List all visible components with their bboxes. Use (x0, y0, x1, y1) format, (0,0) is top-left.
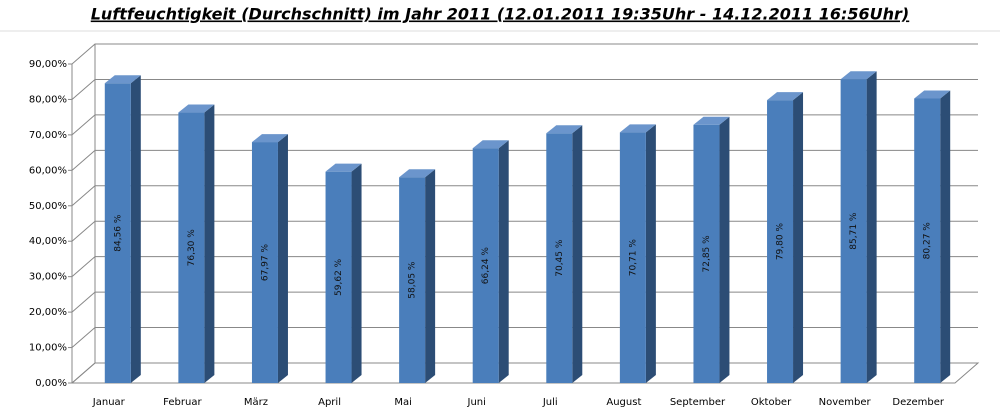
bar-front (472, 148, 499, 383)
bar: 66,24 % (472, 140, 509, 383)
x-tick-label: Juni (467, 397, 486, 408)
bar-top (546, 125, 583, 134)
bar: 79,80 % (767, 92, 804, 384)
value-label: 58,05 % (408, 261, 418, 299)
value-label: 59,62 % (334, 258, 344, 296)
value-label: 79,80 % (776, 223, 786, 261)
value-label: 70,71 % (628, 239, 638, 277)
bar-top (325, 163, 362, 172)
bar-top (619, 124, 656, 133)
y-tick-label: 80,00% (29, 94, 67, 105)
bar-side (572, 125, 583, 384)
x-tick-label: Juli (542, 397, 558, 408)
bar-side (645, 124, 656, 384)
y-tick-label: 90,00% (29, 59, 67, 70)
grid-line (71, 327, 978, 348)
value-label: 66,24 % (481, 247, 491, 285)
bar-front (178, 112, 205, 383)
bar-side (866, 71, 877, 384)
bar-front (104, 83, 131, 384)
value-label: 85,71 % (849, 212, 859, 250)
bar-side (793, 92, 804, 384)
bar-front (399, 177, 426, 383)
bar-top (251, 134, 288, 143)
bar-top (914, 90, 951, 99)
y-tick-label: 70,00% (29, 130, 67, 141)
y-tick-label: 40,00% (29, 236, 67, 247)
y-tick-label: 60,00% (29, 165, 67, 176)
grid-line (71, 291, 978, 313)
bar-front (251, 142, 278, 383)
grid-line (71, 78, 978, 100)
x-tick-label: Dezember (892, 397, 944, 408)
bar-side (130, 75, 141, 384)
chart-title: Luftfeuchtigkeit (Durchschnitt) im Jahr … (91, 5, 910, 24)
y-tick-label: 50,00% (29, 201, 67, 212)
grid-line (71, 43, 978, 65)
bar-top (104, 75, 141, 84)
bar-top (840, 71, 877, 80)
x-tick-label: August (606, 397, 641, 408)
bar-top (693, 116, 730, 125)
grid-line (71, 362, 978, 384)
bar: 72,85 % (693, 116, 730, 383)
bar: 58,05 % (399, 169, 436, 383)
x-tick-label: Oktober (751, 397, 792, 408)
bar-side (940, 90, 951, 384)
bar: 70,45 % (546, 125, 583, 384)
bar-top (399, 169, 436, 178)
grid-line (71, 149, 978, 171)
bar-side (719, 116, 730, 383)
x-tick-label: Februar (163, 397, 202, 408)
bar-side (351, 163, 362, 383)
bar-front (619, 132, 646, 383)
grid-line (71, 185, 978, 207)
grid-line (71, 220, 978, 242)
y-tick-label: 0,00% (35, 378, 67, 389)
grid-line (71, 114, 978, 136)
value-label: 80,27 % (923, 222, 933, 260)
bar-front (914, 98, 941, 384)
x-tick-label: Januar (92, 397, 126, 408)
value-label: 84,56 % (113, 214, 123, 252)
y-tick-label: 30,00% (29, 272, 67, 283)
bar-front (693, 124, 720, 383)
value-label: 76,30 % (187, 229, 197, 267)
bar: 76,30 % (178, 104, 215, 383)
bar: 70,71 % (619, 124, 656, 384)
bar-front (325, 171, 352, 383)
value-label: 70,45 % (555, 239, 565, 277)
grid-line (71, 256, 978, 278)
bar-side (204, 104, 215, 383)
x-tick-label: April (318, 397, 341, 408)
bar-front (546, 133, 573, 383)
bar-front (840, 79, 867, 384)
bar-side (425, 169, 436, 383)
x-tick-label: November (819, 397, 872, 408)
bar-front (767, 100, 794, 384)
x-tick-label: September (670, 397, 726, 408)
bar-top (767, 92, 804, 101)
bar: 84,56 % (104, 75, 141, 384)
bar-top (472, 140, 509, 149)
y-tick-label: 20,00% (29, 307, 67, 318)
bar: 85,71 % (840, 71, 877, 384)
bar: 59,62 % (325, 163, 362, 383)
x-tick-label: Mai (394, 397, 412, 408)
bar: 80,27 % (914, 90, 951, 384)
bar-side (277, 134, 288, 383)
bar: 67,97 % (251, 134, 288, 383)
value-label: 72,85 % (702, 235, 712, 273)
bar-top (178, 104, 215, 113)
y-tick-label: 10,00% (29, 343, 67, 354)
value-label: 67,97 % (260, 244, 270, 282)
bar-side (498, 140, 509, 383)
x-tick-label: März (244, 397, 268, 408)
